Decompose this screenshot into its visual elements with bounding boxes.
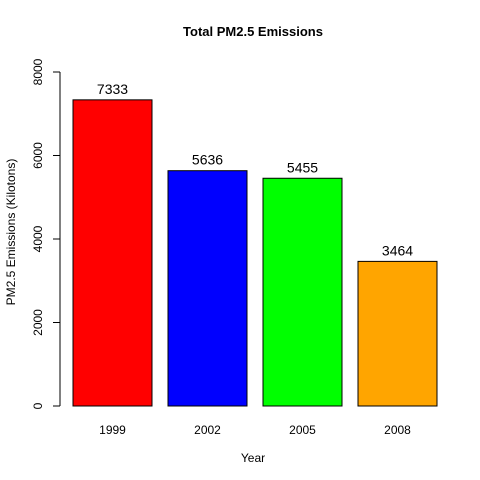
- x-tick-label: 2005: [289, 423, 316, 437]
- x-tick-label: 1999: [99, 423, 126, 437]
- bar-value-label: 7333: [97, 81, 128, 97]
- y-tick-label: 6000: [31, 142, 45, 169]
- chart-title: Total PM2.5 Emissions: [183, 24, 323, 39]
- y-tick-label: 8000: [31, 58, 45, 85]
- bar-value-label: 5455: [287, 159, 318, 175]
- bars: [72, 99, 438, 407]
- y-tick-label: 4000: [31, 225, 45, 252]
- y-axis: 0 2000 4000 6000 8000: [31, 58, 61, 409]
- x-tick-label: 2008: [384, 423, 411, 437]
- x-tick-label: 2002: [194, 423, 221, 437]
- bar-value-labels: 7333 5636 5455 3464: [97, 81, 413, 259]
- bar-value-label: 3464: [382, 242, 413, 258]
- bar-value-label: 5636: [192, 152, 223, 168]
- y-axis-label: PM2.5 Emissions (Kilotons): [4, 159, 18, 306]
- bar-1999: [72, 99, 153, 407]
- bar-2008: [357, 260, 438, 407]
- bar-2002: [167, 170, 248, 407]
- y-tick-label: 0: [31, 402, 45, 409]
- x-axis-label: Year: [241, 451, 265, 465]
- bar-2005: [262, 177, 343, 407]
- y-tick-label: 2000: [31, 309, 45, 336]
- x-axis-tick-labels: 1999 2002 2005 2008: [99, 423, 411, 437]
